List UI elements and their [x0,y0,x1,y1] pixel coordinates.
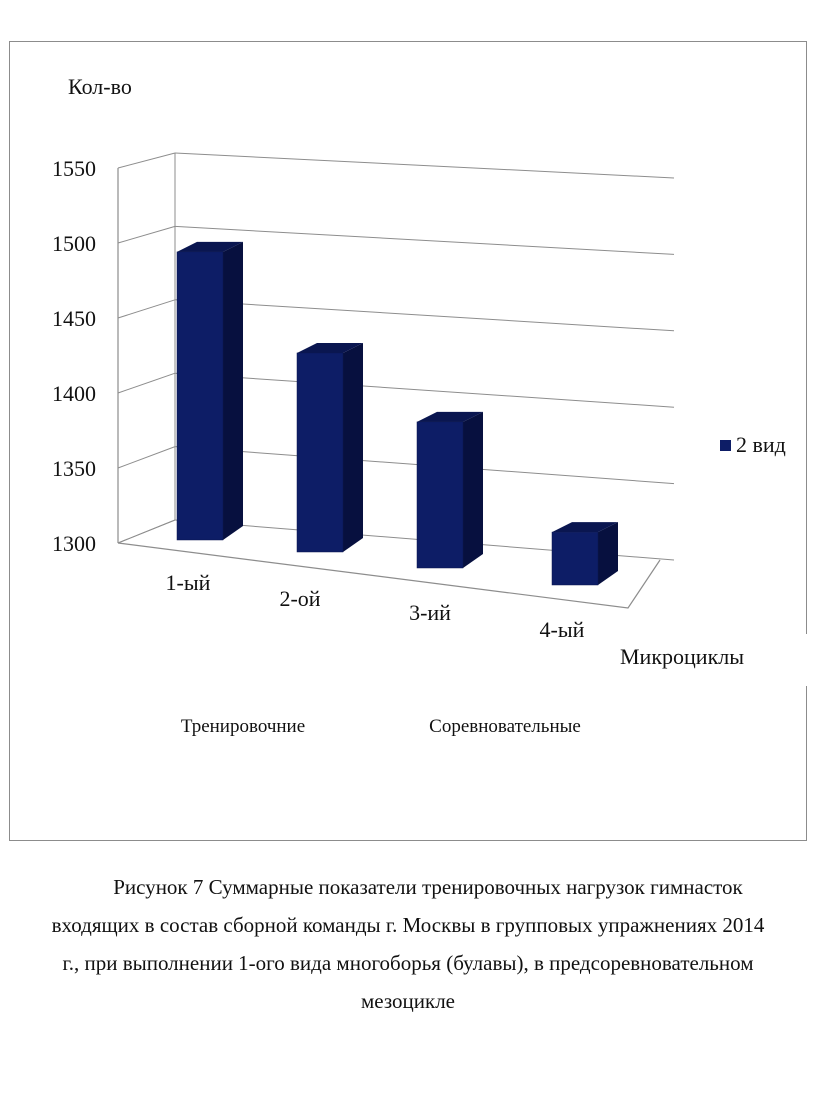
bar-side [463,411,483,568]
x-tick-label: 1-ый [166,570,211,595]
group-label-training: Тренировочние [181,716,305,737]
floor-side [117,519,176,544]
frame-gap [800,634,816,686]
bar-top [417,411,483,422]
caption-line-2: входящих в состав сборной команды г. Мос… [51,913,765,937]
bar-2-ой [296,352,344,553]
y-axis-title: Кол-во [68,74,132,99]
y-tick-label: 1500 [52,231,96,256]
bar-top [552,522,618,533]
bar-4-ый [551,531,599,586]
chart-frame [9,41,807,841]
caption-line-1: Рисунок 7 Суммарные показатели тренирово… [113,875,743,899]
bar-chart: 1300 1350 1400 1450 1500 1550 1-ый 2-ой 3-ий 4-ый… [52,74,816,737]
figure-caption: Рисунок 7 Суммарные показатели тренирово… [0,868,816,1020]
gridline-back [174,372,675,408]
gridline-back [174,299,675,332]
gridline-side [117,446,176,469]
x-tick-label: 2-ой [279,586,320,611]
gridline-side [117,372,176,394]
x-tick-label: 4-ый [540,617,585,642]
bar-top [297,342,363,353]
x-axis-title: Микроциклы [620,644,744,669]
y-tick-label: 1400 [52,381,96,406]
bar-side [343,342,363,552]
bar-side [598,522,618,585]
floor-edge [117,542,661,609]
y-tick-label: 1450 [52,306,96,331]
x-tick-label: 3-ий [409,600,451,625]
bar-side [223,241,243,540]
bar-top [177,241,243,252]
gridline-back [174,225,675,255]
caption-line-4: мезоцикле [360,989,456,1013]
legend-swatch [720,440,731,451]
bar-1-ый [176,251,224,541]
y-tick-label: 1550 [52,156,96,181]
caption-line-3: г., при выполнении 1-ого вида многоборья… [62,951,754,975]
y-tick-label: 1350 [52,456,96,481]
y-tick-label: 1300 [52,531,96,556]
gridline-back [174,152,675,179]
gridline-side [117,225,176,244]
bar-3-ий [416,421,464,569]
legend-label: 2 вид [736,432,786,457]
gridline-side [117,152,176,169]
gridline-side [117,299,176,319]
group-label-competition: Соревновательные [429,716,581,737]
